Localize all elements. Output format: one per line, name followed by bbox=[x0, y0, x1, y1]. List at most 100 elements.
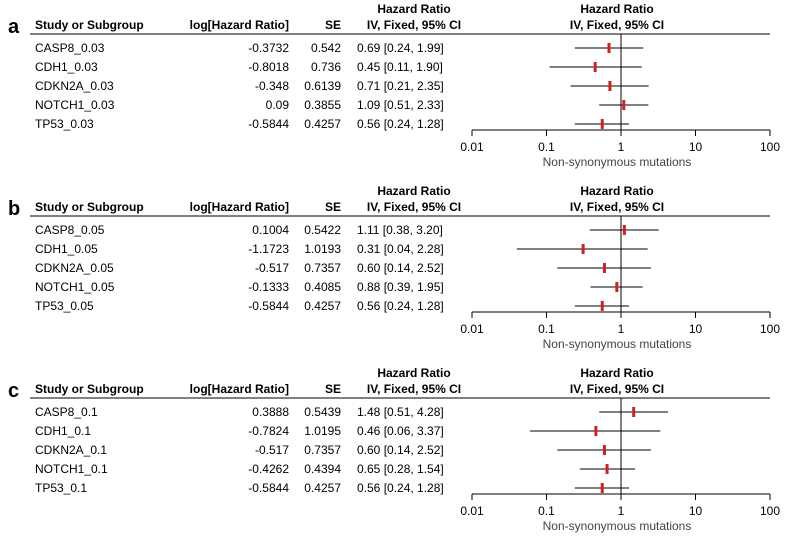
hazard-ratio-marker bbox=[593, 62, 597, 72]
plot-column-subheader: IV, Fixed, 95% CI bbox=[570, 18, 664, 32]
hazard-ratio-ci: 1.11 [0.38, 3.20] bbox=[357, 223, 443, 237]
study-row: CASP8_0.03 -0.3732 0.542 0.69 [0.24, 1.99] bbox=[35, 41, 644, 55]
x-tick-label: 100 bbox=[760, 322, 780, 336]
study-row: NOTCH1_0.05 -0.1333 0.4085 0.88 [0.39, 1.95… bbox=[35, 280, 643, 294]
study-row: CDKN2A_0.05 -0.517 0.7357 0.60 [0.14, 2.52] bbox=[35, 261, 651, 275]
hazard-ratio-ci: 0.71 [0.21, 2.35] bbox=[357, 79, 444, 93]
standard-error: 0.5439 bbox=[304, 405, 341, 419]
standard-error: 0.4257 bbox=[304, 481, 341, 495]
study-name: NOTCH1_0.05 bbox=[35, 280, 115, 294]
study-row: NOTCH1_0.1 -0.4262 0.4394 0.65 [0.28, 1.54] bbox=[35, 462, 635, 476]
study-row: TP53_0.05 -0.5844 0.4257 0.56 [0.24, 1.28] bbox=[35, 299, 629, 313]
hazard-ratio-ci: 0.65 [0.28, 1.54] bbox=[357, 462, 444, 476]
study-column-header: Study or Subgroup bbox=[35, 382, 144, 396]
x-tick-label: 0.01 bbox=[460, 504, 484, 518]
loghr-column-header: log[Hazard Ratio] bbox=[190, 18, 289, 32]
log-hazard-ratio: -1.1723 bbox=[248, 242, 289, 256]
study-name: CDH1_0.05 bbox=[35, 242, 98, 256]
x-axis-label: Non-synonymous mutations bbox=[543, 519, 692, 533]
se-column-header: SE bbox=[325, 200, 341, 214]
standard-error: 0.7357 bbox=[304, 261, 341, 275]
x-tick-label: 0.01 bbox=[460, 140, 484, 154]
hazard-ratio-marker bbox=[600, 119, 604, 129]
panel-letter: b bbox=[8, 198, 20, 220]
log-hazard-ratio: -0.7824 bbox=[248, 424, 289, 438]
hr-column-title: Hazard Ratio bbox=[377, 2, 450, 16]
hazard-ratio-ci: 0.56 [0.24, 1.28] bbox=[357, 481, 444, 495]
hazard-ratio-marker bbox=[632, 407, 636, 417]
hazard-ratio-marker bbox=[622, 225, 626, 235]
x-tick-label: 10 bbox=[689, 140, 703, 154]
hazard-ratio-ci: 0.56 [0.24, 1.28] bbox=[357, 299, 444, 313]
standard-error: 0.4257 bbox=[304, 299, 341, 313]
hazard-ratio-marker bbox=[605, 464, 609, 474]
study-name: TP53_0.05 bbox=[35, 299, 94, 313]
study-name: CDH1_0.03 bbox=[35, 60, 98, 74]
x-axis-label: Non-synonymous mutations bbox=[543, 155, 692, 169]
study-name: NOTCH1_0.03 bbox=[35, 98, 115, 112]
study-row: NOTCH1_0.03 0.09 0.3855 1.09 [0.51, 2.33] bbox=[35, 98, 649, 112]
study-name: CASP8_0.1 bbox=[35, 405, 98, 419]
log-hazard-ratio: 0.1004 bbox=[252, 223, 289, 237]
hr-column-title: Hazard Ratio bbox=[377, 366, 450, 380]
se-column-header: SE bbox=[325, 382, 341, 396]
x-tick-label: 0.01 bbox=[460, 322, 484, 336]
study-name: CDH1_0.1 bbox=[35, 424, 91, 438]
hazard-ratio-ci: 0.88 [0.39, 1.95] bbox=[357, 280, 444, 294]
study-row: TP53_0.03 -0.5844 0.4257 0.56 [0.24, 1.28] bbox=[35, 117, 629, 131]
standard-error: 0.736 bbox=[311, 60, 341, 74]
plot-column-subheader: IV, Fixed, 95% CI bbox=[570, 200, 664, 214]
study-name: NOTCH1_0.1 bbox=[35, 462, 108, 476]
x-tick-label: 0.1 bbox=[538, 140, 555, 154]
study-name: TP53_0.1 bbox=[35, 481, 87, 495]
loghr-column-header: log[Hazard Ratio] bbox=[190, 200, 289, 214]
hazard-ratio-marker bbox=[607, 43, 611, 53]
log-hazard-ratio: -0.517 bbox=[255, 443, 289, 457]
hr-column-title: Hazard Ratio bbox=[377, 184, 450, 198]
hr-column-subheader: IV, Fixed, 95% CI bbox=[367, 382, 461, 396]
hazard-ratio-marker bbox=[608, 81, 612, 91]
hazard-ratio-ci: 0.60 [0.14, 2.52] bbox=[357, 443, 444, 457]
hazard-ratio-ci: 0.46 [0.06, 3.37] bbox=[357, 424, 444, 438]
standard-error: 0.542 bbox=[311, 41, 341, 55]
hazard-ratio-marker bbox=[622, 100, 626, 110]
study-row: CDH1_0.03 -0.8018 0.736 0.45 [0.11, 1.90] bbox=[35, 60, 642, 74]
hazard-ratio-ci: 1.09 [0.51, 2.33] bbox=[357, 98, 444, 112]
standard-error: 0.4394 bbox=[304, 462, 341, 476]
hazard-ratio-marker bbox=[600, 301, 604, 311]
panel-letter: a bbox=[8, 16, 20, 38]
study-row: CDH1_0.1 -0.7824 1.0195 0.46 [0.06, 3.37] bbox=[35, 424, 661, 438]
x-tick-label: 0.1 bbox=[538, 504, 555, 518]
log-hazard-ratio: -0.5844 bbox=[248, 481, 289, 495]
study-row: CDKN2A_0.1 -0.517 0.7357 0.60 [0.14, 2.52] bbox=[35, 443, 651, 457]
hr-column-subheader: IV, Fixed, 95% CI bbox=[367, 200, 461, 214]
hazard-ratio-marker bbox=[581, 244, 585, 254]
study-name: CASP8_0.05 bbox=[35, 223, 105, 237]
loghr-column-header: log[Hazard Ratio] bbox=[190, 382, 289, 396]
study-row: CASP8_0.1 0.3888 0.5439 1.48 [0.51, 4.28] bbox=[35, 405, 669, 419]
se-column-header: SE bbox=[325, 18, 341, 32]
log-hazard-ratio: -0.5844 bbox=[248, 299, 289, 313]
hazard-ratio-ci: 0.60 [0.14, 2.52] bbox=[357, 261, 444, 275]
study-row: TP53_0.1 -0.5844 0.4257 0.56 [0.24, 1.28] bbox=[35, 481, 629, 495]
x-axis-label: Non-synonymous mutations bbox=[543, 337, 692, 351]
study-column-header: Study or Subgroup bbox=[35, 18, 144, 32]
log-hazard-ratio: -0.348 bbox=[255, 79, 289, 93]
standard-error: 0.7357 bbox=[304, 443, 341, 457]
study-column-header: Study or Subgroup bbox=[35, 200, 144, 214]
hazard-ratio-ci: 0.56 [0.24, 1.28] bbox=[357, 117, 444, 131]
log-hazard-ratio: -0.5844 bbox=[248, 117, 289, 131]
study-row: CASP8_0.05 0.1004 0.5422 1.11 [0.38, 3.20] bbox=[35, 223, 659, 237]
forest-panel-c: c Hazard Ratio Hazard Ratio Study or Subgro… bbox=[8, 366, 780, 533]
x-tick-label: 100 bbox=[760, 140, 780, 154]
hazard-ratio-ci: 0.69 [0.24, 1.99] bbox=[357, 41, 444, 55]
study-name: CDKN2A_0.1 bbox=[35, 443, 107, 457]
plot-column-subheader: IV, Fixed, 95% CI bbox=[570, 382, 664, 396]
x-tick-label: 10 bbox=[689, 504, 703, 518]
hazard-ratio-ci: 0.45 [0.11, 1.90] bbox=[357, 60, 443, 74]
study-row: CDH1_0.05 -1.1723 1.0193 0.31 [0.04, 2.28] bbox=[35, 242, 648, 256]
study-name: CDKN2A_0.03 bbox=[35, 79, 114, 93]
hazard-ratio-marker bbox=[602, 263, 606, 273]
hazard-ratio-marker bbox=[594, 426, 598, 436]
